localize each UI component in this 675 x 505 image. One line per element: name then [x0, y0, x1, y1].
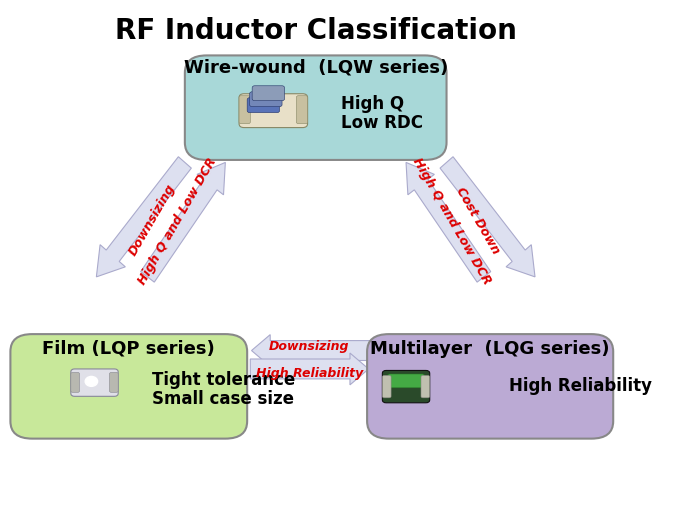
Text: Tight tolerance: Tight tolerance: [152, 371, 295, 389]
FancyBboxPatch shape: [239, 94, 308, 128]
FancyBboxPatch shape: [252, 87, 285, 102]
Text: Cost Down: Cost Down: [454, 184, 502, 256]
Text: Small case size: Small case size: [152, 389, 294, 408]
FancyBboxPatch shape: [421, 376, 430, 398]
Text: High Q and Low DCR: High Q and Low DCR: [136, 156, 219, 287]
Text: High Q: High Q: [341, 94, 404, 113]
Circle shape: [85, 377, 98, 387]
FancyBboxPatch shape: [71, 373, 80, 392]
FancyBboxPatch shape: [387, 374, 425, 388]
Polygon shape: [97, 158, 191, 277]
Text: Wire-wound  (LQW series): Wire-wound (LQW series): [184, 59, 448, 77]
FancyBboxPatch shape: [109, 373, 118, 392]
Polygon shape: [406, 163, 491, 283]
Text: High Reliability: High Reliability: [256, 366, 363, 379]
Polygon shape: [140, 163, 225, 283]
FancyBboxPatch shape: [296, 96, 308, 124]
Text: Downsizing: Downsizing: [269, 339, 350, 352]
FancyBboxPatch shape: [382, 371, 430, 403]
Text: Multilayer  (LQG series): Multilayer (LQG series): [371, 339, 610, 357]
FancyBboxPatch shape: [250, 92, 282, 108]
FancyBboxPatch shape: [71, 369, 118, 396]
FancyBboxPatch shape: [239, 96, 250, 124]
Text: Low RDC: Low RDC: [341, 114, 423, 131]
Polygon shape: [252, 335, 372, 367]
Polygon shape: [250, 354, 369, 385]
Text: High Reliability: High Reliability: [509, 376, 652, 394]
Text: RF Inductor Classification: RF Inductor Classification: [115, 17, 516, 44]
FancyBboxPatch shape: [382, 376, 391, 398]
Polygon shape: [440, 158, 535, 277]
Text: Downsizing: Downsizing: [127, 181, 178, 257]
FancyBboxPatch shape: [247, 98, 279, 114]
Text: High Q and Low DCR: High Q and Low DCR: [410, 156, 493, 287]
Text: Film (LQP series): Film (LQP series): [43, 339, 215, 357]
FancyBboxPatch shape: [185, 57, 447, 161]
FancyBboxPatch shape: [367, 334, 613, 439]
FancyBboxPatch shape: [10, 334, 247, 439]
